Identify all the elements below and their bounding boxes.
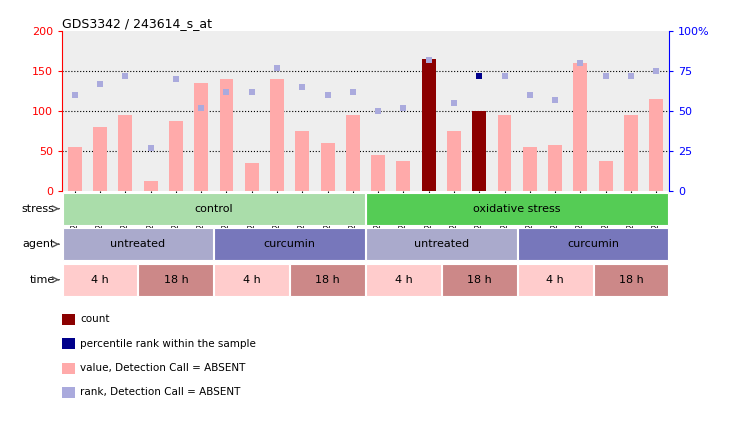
Bar: [594, 264, 668, 296]
Bar: [219, 79, 233, 191]
Bar: [194, 83, 208, 191]
Text: curcumin: curcumin: [567, 239, 619, 249]
Text: rank, Detection Call = ABSENT: rank, Detection Call = ABSENT: [80, 388, 240, 397]
Bar: [518, 228, 668, 260]
Text: untreated: untreated: [414, 239, 469, 249]
Bar: [295, 131, 309, 191]
Bar: [366, 193, 668, 225]
Text: 4 h: 4 h: [546, 275, 564, 285]
Text: time: time: [29, 275, 55, 285]
Bar: [270, 79, 284, 191]
Bar: [573, 63, 587, 191]
Bar: [138, 264, 213, 296]
Bar: [649, 99, 663, 191]
Bar: [169, 121, 183, 191]
Text: 18 h: 18 h: [467, 275, 492, 285]
Bar: [624, 115, 638, 191]
Text: curcumin: curcumin: [264, 239, 316, 249]
Bar: [214, 264, 289, 296]
Text: percentile rank within the sample: percentile rank within the sample: [80, 339, 257, 349]
Bar: [599, 161, 613, 191]
Bar: [63, 264, 137, 296]
Bar: [442, 264, 517, 296]
Bar: [371, 155, 385, 191]
Bar: [245, 163, 259, 191]
Text: 18 h: 18 h: [315, 275, 340, 285]
Text: agent: agent: [22, 239, 55, 249]
Bar: [396, 161, 410, 191]
Text: untreated: untreated: [110, 239, 165, 249]
Text: 4 h: 4 h: [91, 275, 109, 285]
Bar: [523, 147, 537, 191]
Bar: [346, 115, 360, 191]
Text: control: control: [194, 204, 233, 214]
Text: 18 h: 18 h: [164, 275, 189, 285]
Bar: [63, 193, 365, 225]
Bar: [63, 228, 213, 260]
Bar: [144, 181, 158, 191]
Bar: [118, 115, 132, 191]
Text: stress: stress: [22, 204, 55, 214]
Bar: [214, 228, 365, 260]
Bar: [68, 147, 82, 191]
Bar: [321, 143, 335, 191]
Bar: [93, 127, 107, 191]
Bar: [498, 115, 512, 191]
Bar: [366, 264, 441, 296]
Bar: [472, 111, 486, 191]
Text: 4 h: 4 h: [243, 275, 261, 285]
Bar: [422, 59, 436, 191]
Bar: [366, 228, 517, 260]
Bar: [290, 264, 365, 296]
Text: 18 h: 18 h: [618, 275, 643, 285]
Bar: [548, 145, 562, 191]
Bar: [518, 264, 593, 296]
Bar: [447, 131, 461, 191]
Text: 4 h: 4 h: [395, 275, 412, 285]
Text: oxidative stress: oxidative stress: [474, 204, 561, 214]
Text: count: count: [80, 314, 110, 324]
Text: GDS3342 / 243614_s_at: GDS3342 / 243614_s_at: [62, 17, 212, 30]
Text: value, Detection Call = ABSENT: value, Detection Call = ABSENT: [80, 363, 246, 373]
